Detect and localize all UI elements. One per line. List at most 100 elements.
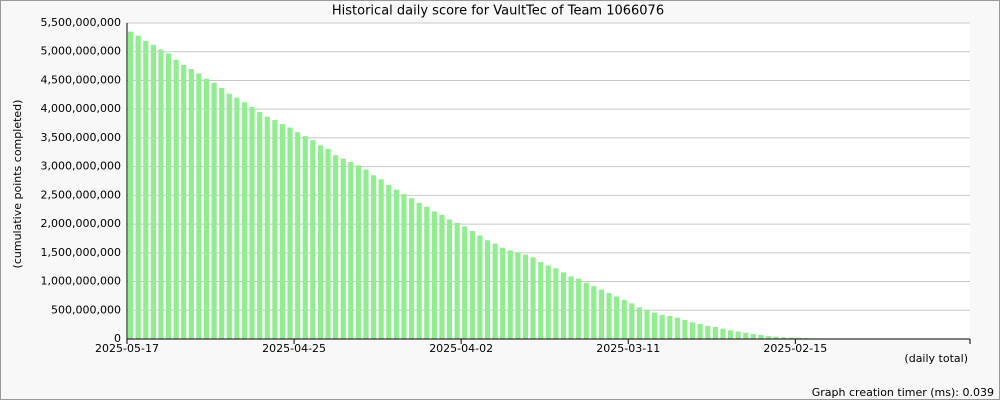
bar: [378, 179, 384, 339]
bar: [591, 286, 597, 339]
bar: [773, 336, 779, 339]
bar: [500, 247, 506, 339]
bar: [333, 155, 339, 339]
bar: [226, 93, 232, 339]
bar: [477, 235, 483, 339]
bar: [317, 145, 324, 339]
bar: [515, 252, 521, 339]
bar: [720, 328, 726, 339]
bar: [257, 112, 263, 340]
x-tick-label: 2025-02-15: [763, 342, 827, 355]
bar: [386, 185, 392, 339]
bar: [348, 162, 354, 339]
bar: [302, 136, 308, 339]
bar: [454, 222, 460, 339]
bar: [158, 49, 164, 340]
bar: [545, 265, 551, 339]
bars: [128, 31, 886, 340]
bar: [530, 257, 536, 339]
bar: [219, 87, 225, 339]
bar: [583, 282, 589, 339]
bar: [644, 309, 650, 339]
bar: [781, 337, 787, 339]
axes: [126, 23, 971, 344]
x-tick-label: 2025-03-11: [596, 342, 660, 355]
bar: [279, 124, 286, 340]
y-tick-label: 1,500,000,000: [41, 246, 121, 259]
bar: [355, 165, 362, 339]
bar: [659, 314, 665, 339]
bar: [697, 324, 703, 339]
bar: [705, 325, 711, 339]
bar: [173, 59, 179, 340]
bar: [264, 116, 270, 339]
bar: [287, 127, 293, 339]
bar: [598, 289, 605, 339]
bar: [446, 219, 453, 339]
bar: [181, 64, 187, 339]
bar: [690, 322, 696, 339]
bar: [234, 97, 240, 339]
bar: [401, 194, 407, 339]
bar: [606, 293, 612, 339]
bar: [439, 214, 445, 339]
y-tick-label: 4,000,000,000: [41, 102, 121, 115]
bar: [469, 230, 475, 339]
bar: [363, 169, 369, 339]
bar: [371, 175, 377, 339]
bar: [416, 202, 422, 339]
bar: [409, 198, 415, 339]
bar: [538, 262, 544, 339]
chart-title: Historical daily score for VaultTec of T…: [332, 4, 664, 19]
bar: [750, 333, 756, 339]
x-axis-label: (daily total): [904, 352, 968, 365]
bar: [424, 206, 430, 339]
bar: [393, 189, 399, 339]
y-tick-label: 2,500,000,000: [41, 188, 121, 201]
bar: [143, 40, 149, 339]
bar: [325, 148, 331, 339]
bar: [340, 158, 346, 339]
bar: [310, 140, 316, 339]
bar: [568, 276, 574, 339]
bar: [674, 317, 680, 339]
bar: [667, 316, 673, 339]
bar: [712, 326, 718, 339]
bar: [735, 331, 741, 339]
bar: [462, 226, 468, 339]
bar: [652, 312, 658, 339]
bar: [576, 278, 582, 339]
bar: [682, 320, 688, 339]
bar: [788, 337, 794, 339]
y-tick-label: 3,500,000,000: [41, 131, 121, 144]
bar: [484, 240, 491, 339]
bar: [522, 254, 529, 339]
x-tick-label: 2025-05-17: [95, 342, 159, 355]
y-tick-label: 500,000,000: [51, 303, 121, 316]
bar: [636, 307, 643, 339]
bar: [188, 68, 194, 340]
bar: [727, 330, 734, 339]
y-tick-label: 2,000,000,000: [41, 217, 121, 230]
bar: [211, 82, 217, 340]
bar: [196, 73, 202, 339]
bar: [431, 211, 437, 339]
bar: [614, 296, 620, 339]
bar: [128, 31, 134, 339]
bar: [796, 337, 802, 339]
bar: [165, 53, 172, 340]
bar: [758, 334, 764, 339]
bar: [621, 299, 627, 339]
bar: [743, 332, 749, 339]
y-tick-label: 4,500,000,000: [41, 73, 121, 86]
bar: [560, 272, 567, 339]
y-tick-label: 3,000,000,000: [41, 160, 121, 173]
bar: [295, 132, 301, 339]
bar: [249, 106, 255, 339]
x-tick-label: 2025-04-25: [262, 342, 326, 355]
y-tick-label: 0: [114, 332, 121, 345]
footer: Graph creation timer (ms): 0.039: [812, 386, 994, 399]
bar: [272, 120, 278, 340]
